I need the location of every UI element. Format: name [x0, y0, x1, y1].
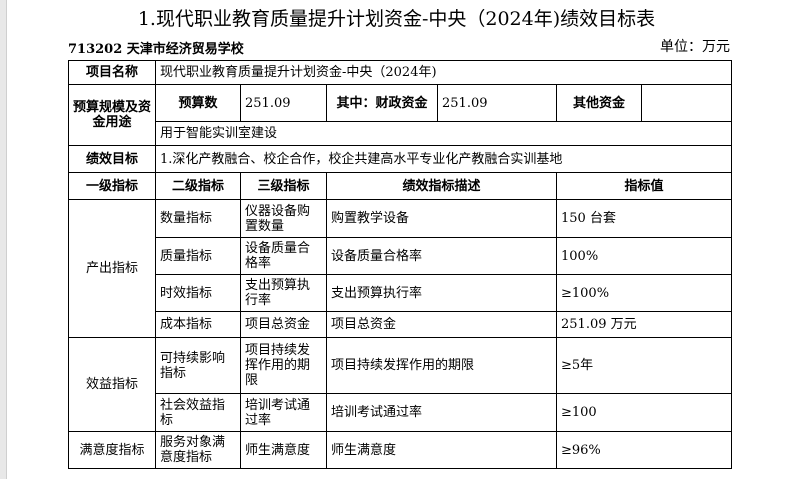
table-row: 成本指标 项目总资金 项目总资金 251.09 万元	[69, 311, 732, 338]
value-cell: 251.09 万元	[556, 311, 732, 338]
l3-cell: 支出预算执行率	[240, 274, 327, 312]
value-cell: ≥96%	[556, 431, 732, 469]
group-benefit: 效益指标	[68, 337, 156, 432]
header-l1: 一级指标	[68, 172, 156, 200]
value-cell: ≥100	[556, 393, 732, 432]
goal-value: 1.深化产教融合、校企合作，校企共建高水平专业化产教融合实训基地	[155, 145, 732, 173]
page-title: 1.现代职业教育质量提升计划资金-中央（2024年)绩效目标表	[137, 8, 656, 30]
table-row: 满意度指标 服务对象满意度指标 师生满意度 师生满意度 ≥96%	[68, 431, 732, 469]
l2-cell: 质量指标	[155, 237, 241, 275]
value-cell: 100%	[556, 237, 732, 275]
table-row: 时效指标 支出预算执行率 支出预算执行率 ≥100%	[69, 274, 732, 312]
value-cell: ≥5年	[556, 337, 732, 394]
l2-cell: 社会效益指标	[155, 393, 241, 432]
value-cell: ≥100%	[556, 274, 732, 312]
window-edge	[0, 0, 7, 479]
desc-cell: 项目持续发挥作用的期限	[326, 337, 557, 394]
funds-usage: 用于智能实训室建设	[155, 121, 732, 146]
desc-cell: 师生满意度	[326, 431, 557, 469]
fiscal-funds-value: 251.09	[437, 84, 557, 122]
other-funds-label: 其他资金	[556, 84, 642, 122]
l3-cell: 项目总资金	[240, 311, 327, 338]
unit-label: 单位：万元	[660, 39, 730, 55]
other-funds-value	[641, 84, 732, 122]
header-l2: 二级指标	[155, 172, 241, 200]
desc-cell: 购置教学设备	[326, 199, 557, 238]
budget-amount-label: 预算数	[155, 84, 241, 122]
l2-cell: 服务对象满意度指标	[155, 431, 241, 469]
l2-cell: 数量指标	[155, 199, 241, 238]
header-l3: 三级指标	[240, 172, 327, 200]
organization-name: 713202 天津市经济贸易学校	[68, 42, 244, 57]
budget-label: 预算规模及资金用途	[68, 84, 156, 146]
group-satisfaction: 满意度指标	[68, 431, 156, 469]
table-row: 产出指标 数量指标 仪器设备购置数量 购置教学设备 150 台套	[68, 199, 732, 338]
l3-cell: 培训考试通过率	[240, 393, 327, 432]
group-output: 产出指标	[68, 199, 156, 338]
header-value: 指标值	[556, 172, 732, 200]
l3-cell: 项目持续发挥作用的期限	[240, 337, 327, 394]
desc-cell: 支出预算执行率	[326, 274, 557, 312]
l3-cell: 仪器设备购置数量	[240, 199, 327, 238]
goal-label: 绩效目标	[68, 145, 156, 173]
l2-cell: 可持续影响指标	[155, 337, 241, 394]
performance-table: 项目名称 现代职业教育质量提升计划资金-中央（2024年) 预算规模及资金用途 …	[68, 60, 732, 469]
desc-cell: 设备质量合格率	[326, 237, 557, 275]
header-desc: 绩效指标描述	[326, 172, 557, 200]
header-row: 一级指标 二级指标 三级指标 绩效指标描述 指标值	[68, 172, 732, 200]
l2-cell: 时效指标	[155, 274, 241, 312]
desc-cell: 项目总资金	[326, 311, 557, 338]
table-row: 效益指标 可持续影响指标 项目持续发挥作用的期限 项目持续发挥作用的期限 ≥5年	[68, 337, 732, 432]
project-name-label: 项目名称	[68, 60, 156, 85]
l3-cell: 设备质量合格率	[240, 237, 327, 275]
l3-cell: 师生满意度	[240, 431, 327, 469]
table-row: 社会效益指标 培训考试通过率 培训考试通过率 ≥100	[69, 393, 732, 432]
l2-cell: 成本指标	[155, 311, 241, 338]
budget-amount-value: 251.09	[240, 84, 327, 122]
project-name-value: 现代职业教育质量提升计划资金-中央（2024年)	[155, 60, 732, 85]
desc-cell: 培训考试通过率	[326, 393, 557, 432]
fiscal-funds-label: 其中：财政资金	[326, 84, 438, 122]
value-cell: 150 台套	[556, 199, 732, 238]
table-row: 质量指标 设备质量合格率 设备质量合格率 100%	[69, 237, 732, 275]
